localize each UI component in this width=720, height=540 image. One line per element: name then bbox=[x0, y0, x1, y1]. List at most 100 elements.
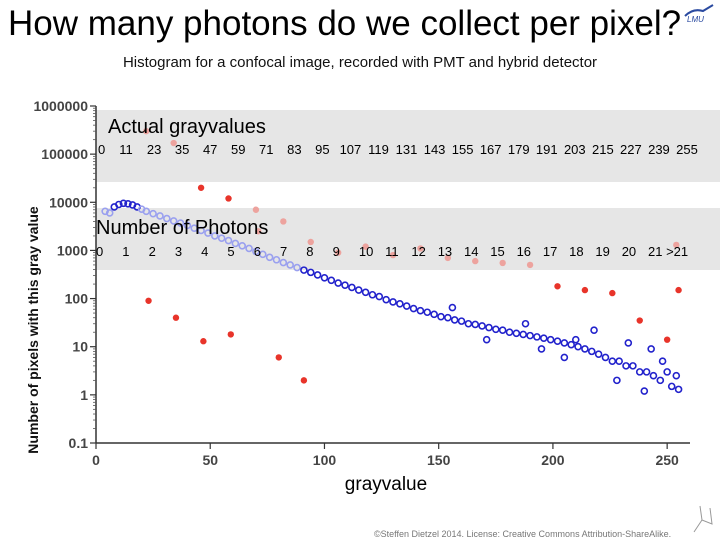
hybrid-point bbox=[334, 279, 342, 287]
hybrid-point bbox=[354, 286, 363, 294]
y-tick-label: 10 bbox=[72, 339, 88, 355]
hybrid-point bbox=[258, 250, 267, 259]
hybrid-point bbox=[300, 266, 308, 274]
x-tick-label: 50 bbox=[202, 452, 218, 468]
svg-text:LMU: LMU bbox=[687, 15, 704, 24]
pmt-point bbox=[675, 286, 682, 294]
photon-count-label: 9 bbox=[333, 244, 340, 259]
y-tick-label: 1 bbox=[80, 387, 88, 403]
photon-count-label: 20 bbox=[622, 244, 636, 259]
hybrid-point bbox=[674, 385, 683, 394]
hybrid-point bbox=[320, 274, 329, 282]
hybrid-point bbox=[197, 226, 205, 235]
hybrid-point bbox=[640, 387, 649, 395]
hybrid-point bbox=[437, 312, 445, 321]
actual-grayvalue-label: 59 bbox=[231, 142, 245, 157]
pmt-point bbox=[444, 254, 452, 262]
x-tick-label: 0 bbox=[92, 452, 100, 468]
hybrid-point bbox=[574, 342, 582, 351]
hybrid-point bbox=[238, 241, 247, 250]
hybrid-point bbox=[313, 271, 322, 279]
pmt-point bbox=[197, 184, 205, 191]
y-tick-label: 1000 bbox=[57, 242, 88, 258]
pmt-point bbox=[554, 283, 561, 290]
actual-grayvalue-label: 83 bbox=[287, 142, 301, 157]
hybrid-point bbox=[629, 362, 637, 370]
hybrid-point bbox=[245, 244, 253, 253]
actual-grayvalue-label: 119 bbox=[368, 142, 389, 157]
hybrid-point bbox=[224, 236, 233, 245]
hybrid-point bbox=[402, 302, 411, 310]
hybrid-point bbox=[286, 261, 294, 269]
photon-count-label: 7 bbox=[280, 244, 287, 259]
hybrid-point bbox=[416, 306, 425, 315]
pmt-point bbox=[145, 297, 152, 304]
hybrid-point bbox=[667, 382, 676, 391]
x-tick-label: 250 bbox=[655, 452, 679, 468]
figure-sketch-icon bbox=[693, 505, 713, 533]
hybrid-point bbox=[204, 229, 212, 237]
hybrid-point bbox=[341, 281, 349, 289]
hybrid-point bbox=[375, 292, 384, 301]
hybrid-point bbox=[211, 232, 219, 240]
hybrid-point bbox=[272, 255, 281, 264]
pmt-point bbox=[225, 195, 232, 202]
hybrid-point bbox=[587, 347, 596, 356]
hybrid-point bbox=[450, 316, 459, 324]
hybrid-point bbox=[635, 368, 644, 376]
hybrid-point bbox=[217, 234, 226, 242]
hybrid-point bbox=[647, 345, 655, 353]
hybrid-point bbox=[560, 339, 569, 347]
actual-grayvalue-label: 47 bbox=[203, 142, 217, 157]
actual-grayvalue-label: 227 bbox=[620, 142, 642, 157]
slide-subtitle: Histogram for a confocal image, recorded… bbox=[122, 54, 598, 71]
pmt-point bbox=[252, 206, 260, 213]
hybrid-point bbox=[149, 209, 157, 218]
pmt-point bbox=[200, 338, 207, 345]
hybrid-point bbox=[115, 200, 123, 209]
hybrid-point bbox=[485, 323, 493, 332]
hybrid-point bbox=[471, 320, 480, 329]
hybrid-point bbox=[539, 334, 548, 343]
hybrid-point bbox=[560, 353, 569, 362]
y-tick-label: 1000000 bbox=[33, 98, 88, 114]
hybrid-point bbox=[553, 337, 562, 346]
pmt-point bbox=[581, 286, 589, 294]
photon-count-label: 2 bbox=[149, 244, 156, 259]
hybrid-point bbox=[601, 353, 610, 362]
hybrid-point bbox=[521, 319, 530, 328]
photon-count-label: 13 bbox=[438, 244, 452, 259]
photon-count-label: 11 bbox=[385, 244, 399, 259]
x-tick-label: 200 bbox=[541, 452, 565, 468]
hybrid-point bbox=[656, 376, 665, 385]
hybrid-point bbox=[389, 298, 397, 306]
hybrid-point bbox=[608, 357, 617, 366]
hybrid-point bbox=[571, 335, 580, 344]
pmt-point bbox=[663, 336, 671, 343]
y-tick-label: 100000 bbox=[41, 146, 88, 162]
pmt-point bbox=[609, 289, 616, 297]
pmt-point bbox=[499, 259, 506, 267]
hybrid-point bbox=[478, 322, 486, 330]
photon-count-label: 6 bbox=[254, 244, 261, 259]
actual-grayvalue-label: 167 bbox=[480, 142, 502, 157]
x-tick-label: 100 bbox=[313, 452, 337, 468]
hybrid-point bbox=[482, 335, 491, 344]
pmt-point bbox=[389, 251, 397, 259]
hybrid-point bbox=[581, 345, 589, 353]
hybrid-point bbox=[512, 329, 521, 338]
x-axis-label: grayvalue bbox=[345, 474, 427, 495]
photon-count-label: 3 bbox=[175, 244, 182, 259]
photon-count-label: 19 bbox=[595, 244, 609, 259]
pmt-point bbox=[417, 245, 424, 252]
photon-count-label: 4 bbox=[201, 244, 208, 259]
hybrid-point bbox=[457, 317, 466, 325]
photon-count-label: 12 bbox=[411, 244, 425, 259]
actual-grayvalue-label: 179 bbox=[508, 142, 530, 157]
actual-grayvalues-title: Actual grayvalues bbox=[108, 116, 266, 138]
pmt-point bbox=[275, 354, 282, 361]
hybrid-point bbox=[101, 207, 109, 216]
actual-grayvalue-label: 143 bbox=[424, 142, 446, 157]
hybrid-point bbox=[464, 319, 473, 328]
points-layer bbox=[101, 127, 683, 395]
